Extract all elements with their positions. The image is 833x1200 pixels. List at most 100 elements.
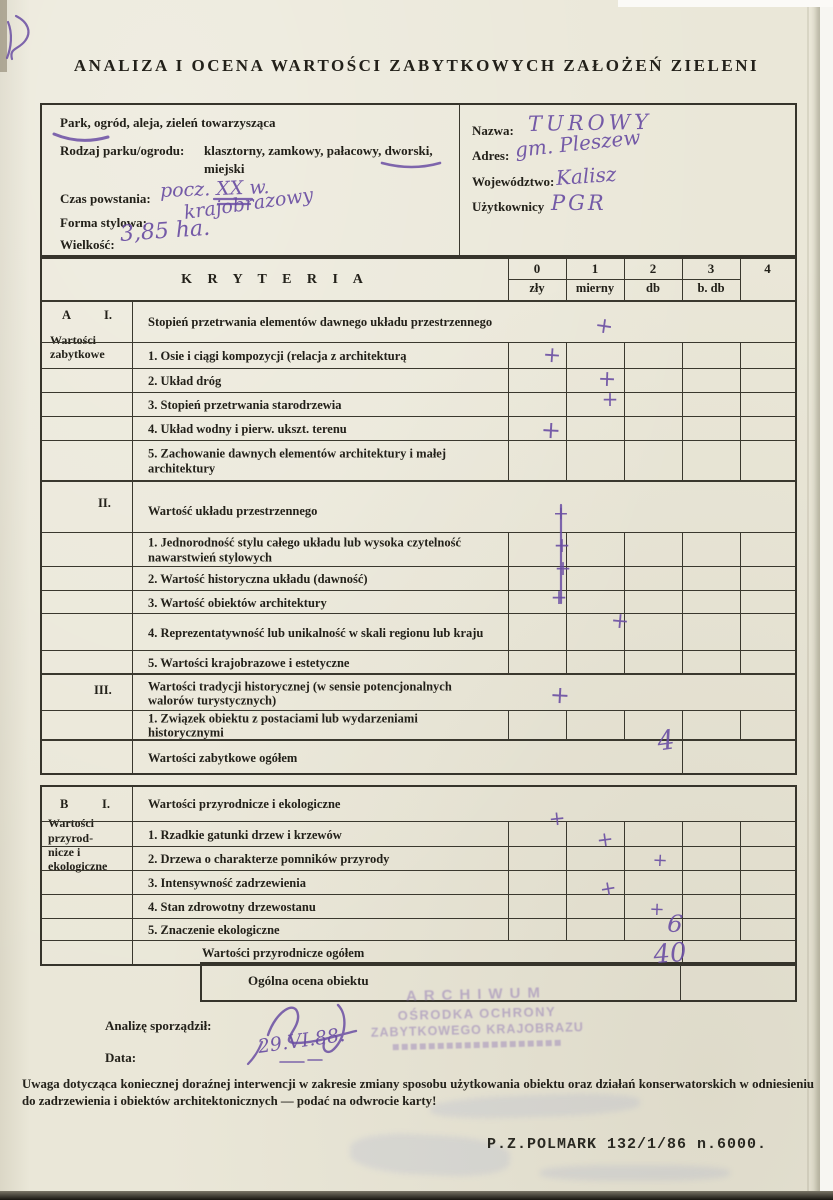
uzytkownicy-value-handwriting: PGR	[551, 191, 607, 215]
row-a5-label: 5. Zachowanie dawnych elementów architek…	[148, 446, 447, 476]
cell	[624, 567, 683, 591]
col-num-4: 4	[764, 261, 771, 276]
mark-secII-header: +	[553, 502, 569, 525]
col-label-0: zły	[529, 281, 545, 295]
row-b4: 4. Stan zdrowotny drzewostanu	[42, 894, 795, 919]
cell	[740, 822, 795, 847]
type-options-line2: miejski	[204, 161, 245, 176]
row-a1: 1. Osie i ciągi kompozycji (relacja z ar…	[42, 342, 795, 369]
cell	[566, 567, 625, 591]
section-ii-roman: II.	[98, 496, 111, 510]
woj-label: Województwo:	[472, 174, 555, 189]
section-a-roman: I.	[104, 308, 112, 322]
cell	[508, 651, 567, 674]
cell	[682, 567, 741, 591]
row-b3: 3. Intensywność zadrzewienia	[42, 870, 795, 895]
mark-secB-header: +	[547, 805, 567, 831]
row-ii3: 3. Wartość obiektów architektury	[42, 590, 795, 614]
sum-a-label: Wartości zabytkowe ogółem	[148, 750, 298, 765]
section-b-roman: I.	[102, 797, 110, 811]
cell	[508, 343, 567, 369]
row-a5: 5. Zachowanie dawnych elementów architek…	[42, 440, 795, 481]
row-b1-label: 1. Rzadkie gatunki drzew i krzewów	[148, 827, 342, 842]
woj-value-handwriting: Kalisz	[555, 161, 618, 190]
type-label: Rodzaj parku/ogrodu:	[60, 143, 185, 158]
prepared-by-label: Analizę sporządził:	[105, 1018, 212, 1033]
row-ii5-label: 5. Wartości krajobrazowe i estetyczne	[148, 655, 350, 670]
cell	[682, 847, 741, 871]
section-b-header: Wartości przyrodnicze i ekologiczne	[148, 796, 341, 811]
cell	[682, 591, 741, 614]
section-iii-header-row: Wartości tradycji historycznej (w sensie…	[42, 673, 795, 712]
mark-a3: +	[601, 387, 619, 411]
cell	[566, 393, 625, 417]
cell	[624, 441, 683, 481]
row-ii3-label: 3. Wartość obiektów architektury	[148, 595, 327, 610]
mark-a4: +	[540, 415, 562, 445]
date-label: Data:	[105, 1050, 137, 1065]
col-num-1: 1	[591, 261, 599, 276]
row-a4: 4. Układ wodny i pierw. ukszt. terenu	[42, 416, 795, 441]
mark-ii4: +	[609, 608, 631, 635]
col-num-0: 0	[533, 261, 541, 276]
row-b1: 1. Rzadkie gatunki drzew i krzewów	[42, 821, 795, 847]
cell	[740, 651, 795, 674]
cell	[740, 847, 795, 871]
cell	[740, 919, 795, 941]
section-b-letter: B	[60, 797, 69, 811]
cell	[624, 417, 683, 441]
row-ii1: 1. Jednorodność stylu całego układu lub …	[42, 532, 795, 567]
cell	[566, 871, 625, 895]
row-iii1: 1. Związek obiektu z postaciami lub wyda…	[42, 710, 795, 740]
cell	[508, 919, 567, 941]
cell	[508, 369, 567, 393]
cell	[508, 393, 567, 417]
mark-secA-header: +	[593, 312, 615, 341]
czas-label: Czas powstania:	[60, 191, 151, 206]
sum-b-label: Wartości przyrodnicze ogółem	[202, 945, 365, 960]
cell	[682, 614, 741, 651]
row-b5-label: 5. Znaczenie ekologiczne	[148, 922, 280, 937]
uzytkownicy-label: Użytkownicy	[472, 199, 545, 214]
mark-b3: +	[597, 874, 619, 902]
cell	[508, 871, 567, 895]
info-box-divider	[459, 105, 460, 255]
object-types-label: Park, ogród, aleja, zieleń towarzysząca	[60, 115, 276, 130]
mark-ii2: +	[554, 556, 572, 580]
cell	[740, 567, 795, 591]
cell	[624, 393, 683, 417]
row-a2: 2. Układ dróg	[42, 368, 795, 393]
cell	[740, 369, 795, 393]
row-ii5: 5. Wartości krajobrazowe i estetyczne	[42, 650, 795, 674]
cell	[682, 651, 741, 674]
section-ii-header-row: Wartość układu przestrzennego	[42, 480, 795, 534]
cell	[508, 417, 567, 441]
overall-score-label: Ogólna ocena obiektu	[248, 973, 369, 988]
cell	[566, 533, 625, 567]
section-b-side1: Wartości	[48, 816, 94, 830]
cell	[624, 614, 683, 651]
sum-a-row: Wartości zabytkowe ogółem	[42, 739, 795, 775]
cell	[624, 651, 683, 674]
cell	[740, 417, 795, 441]
cell	[624, 847, 683, 871]
row-b3-label: 3. Intensywność zadrzewienia	[148, 875, 306, 890]
cell	[508, 567, 567, 591]
nazwa-label: Nazwa:	[472, 123, 514, 138]
overall-score-divider	[680, 964, 681, 1000]
section-iii-header: Wartości tradycji historycznej (w sensie…	[148, 679, 452, 708]
mark-a1: +	[541, 342, 563, 369]
cell	[566, 919, 625, 941]
cell	[740, 614, 795, 651]
cell	[682, 711, 741, 740]
cell	[566, 847, 625, 871]
type-options-line1: klasztorny, zamkowy, pałacowy, dworski,	[204, 143, 433, 158]
info-box: Park, ogród, aleja, zieleń towarzysząca …	[40, 103, 797, 257]
cell	[624, 711, 683, 740]
section-label-column-line	[132, 300, 133, 773]
row-b4-label: 4. Stan zdrowotny drzewostanu	[148, 899, 316, 914]
cell	[740, 711, 795, 740]
cell	[508, 822, 567, 847]
row-ii2-label: 2. Wartość historyczna układu (dawność)	[148, 571, 368, 586]
cell	[624, 591, 683, 614]
